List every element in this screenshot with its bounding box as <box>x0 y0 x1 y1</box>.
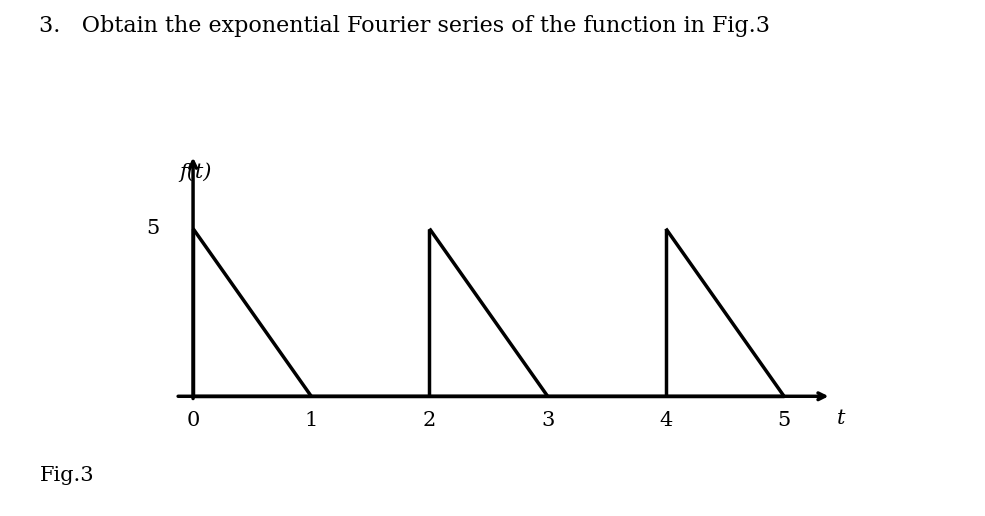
Text: 5: 5 <box>777 411 791 430</box>
Text: 3.   Obtain the exponential Fourier series of the function in Fig.3: 3. Obtain the exponential Fourier series… <box>39 15 770 38</box>
Text: 0: 0 <box>186 411 200 430</box>
Text: Fig.3: Fig.3 <box>39 466 94 485</box>
Text: 2: 2 <box>423 411 436 430</box>
Text: 4: 4 <box>659 411 673 430</box>
Text: f(t): f(t) <box>179 162 211 182</box>
Text: 1: 1 <box>304 411 318 430</box>
Text: t: t <box>836 409 845 428</box>
Text: 3: 3 <box>541 411 555 430</box>
Text: 5: 5 <box>147 219 160 238</box>
